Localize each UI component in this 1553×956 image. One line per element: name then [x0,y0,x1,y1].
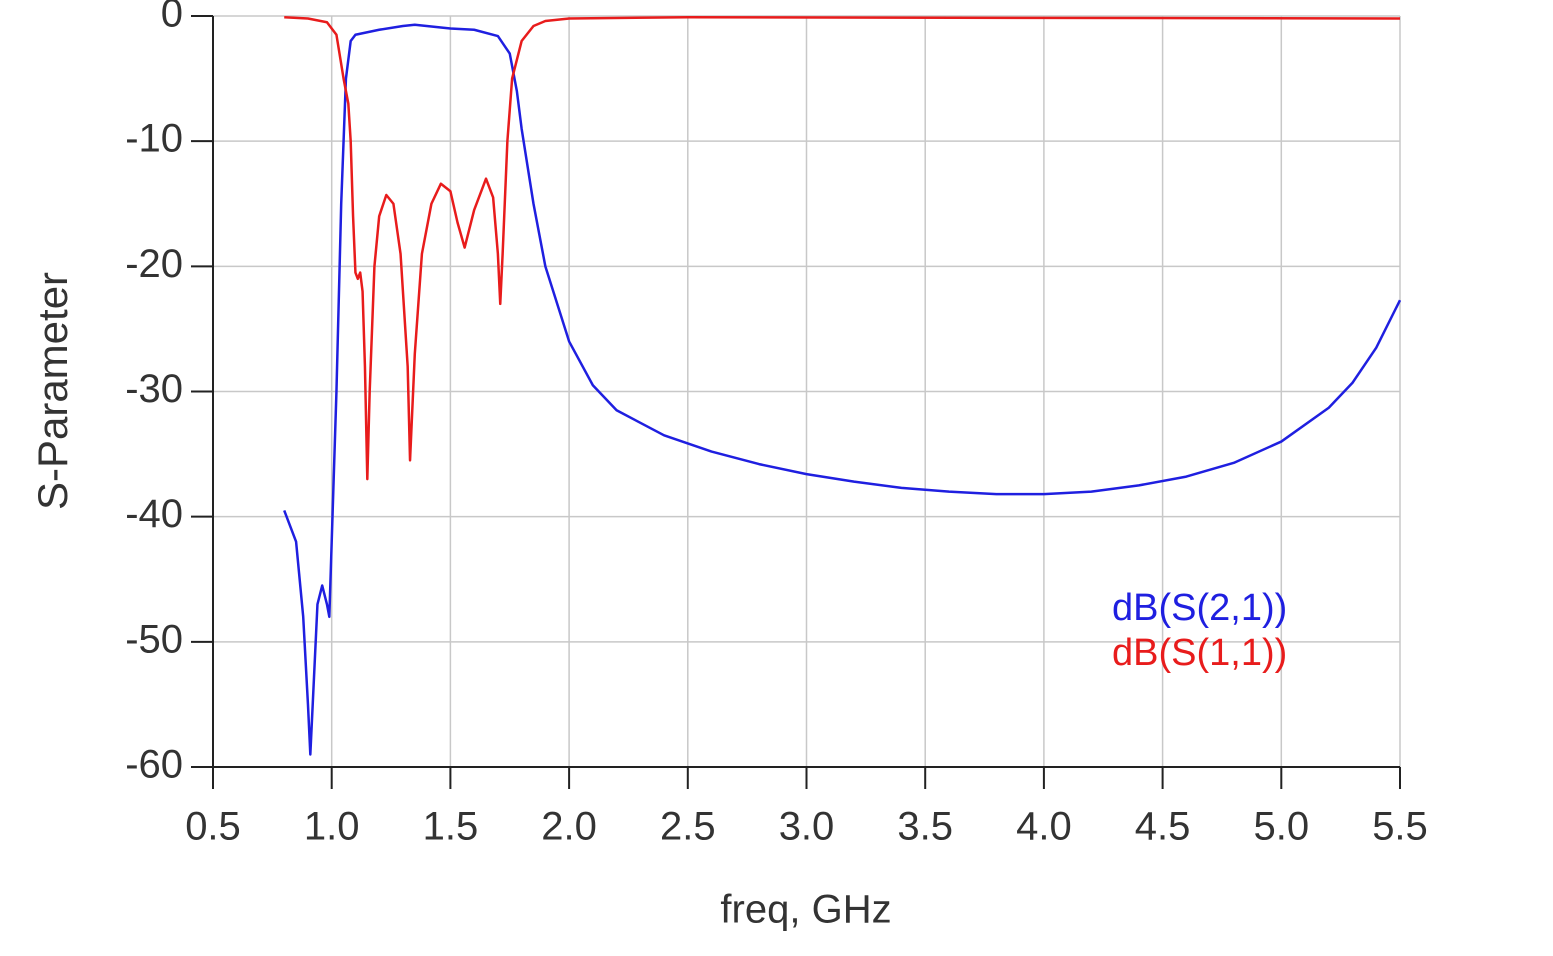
x-tick-label: 1.5 [423,805,479,849]
x-tick-label: 2.5 [660,805,716,849]
x-tick-label: 4.5 [1135,805,1191,849]
x-tick-label: 3.0 [779,805,835,849]
x-tick-label: 2.0 [541,805,597,849]
y-tick-label: -30 [125,367,183,411]
x-tick-label: 3.5 [897,805,953,849]
x-tick-label: 5.5 [1372,805,1428,849]
x-tick-label: 5.0 [1253,805,1309,849]
x-axis-label: freq, GHz [720,888,891,932]
series-line [283,23,1402,756]
y-tick-label: -50 [125,617,183,661]
x-tick-label: 4.0 [1016,805,1072,849]
y-tick-label: -60 [125,743,183,787]
series-line [284,16,1401,481]
y-tick-label: 0 [161,0,183,36]
x-tick-label: 1.0 [304,805,360,849]
legend-label: dB(S(2,1)) [1112,587,1287,629]
legend-label: dB(S(1,1)) [1112,632,1287,674]
x-tick-label: 0.5 [185,805,241,849]
y-axis-label: S-Parameter [29,272,76,510]
y-tick-label: -40 [125,492,183,536]
y-tick-label: -20 [125,242,183,286]
y-tick-label: -10 [125,117,183,161]
